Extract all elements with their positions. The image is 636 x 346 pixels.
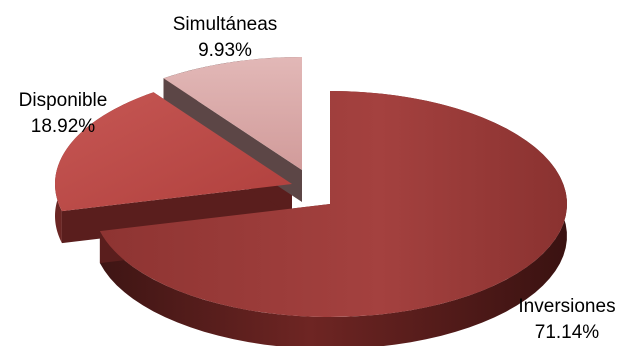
slice-label-inversiones: Inversiones — [518, 296, 615, 317]
slice-inversiones[interactable] — [99, 91, 567, 317]
slice-cut-disponible-0 — [61, 184, 292, 244]
slice-simultaneas[interactable] — [163, 57, 302, 170]
slice-value-simultaneas: 9.93% — [198, 40, 252, 61]
slice-value-inversiones: 71.14% — [535, 322, 600, 343]
slice-label-disponible: Disponible — [19, 90, 108, 111]
slice-label-simultaneas: Simultáneas — [173, 14, 278, 35]
slice-value-disponible: 18.92% — [31, 116, 96, 137]
slice-disponible[interactable] — [55, 92, 292, 212]
